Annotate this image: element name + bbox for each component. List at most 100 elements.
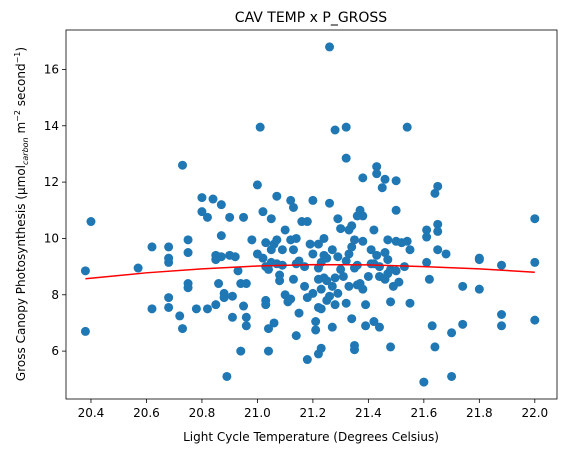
data-point [383,235,393,245]
data-point [291,233,301,243]
data-point [261,238,271,248]
data-point [302,217,312,227]
data-point [241,279,251,289]
data-point [258,253,268,263]
data-point [336,264,346,274]
data-point [133,263,143,273]
data-point [422,232,432,242]
data-point [330,125,340,135]
data-point [458,281,468,291]
data-point [430,342,440,352]
data-point [202,212,212,222]
data-point [391,176,401,186]
data-point [372,162,382,172]
data-point [358,211,368,221]
data-point [208,194,218,204]
data-point [361,300,371,310]
data-point [350,340,359,350]
data-point [372,250,382,260]
data-point [183,235,193,245]
data-point [178,324,188,334]
data-point [300,281,310,291]
data-point [402,122,412,132]
data-point [338,271,348,281]
data-point [272,191,282,201]
data-point [302,355,312,365]
y-axis-label-superscript-2: −1 [13,52,22,64]
data-point [227,312,237,322]
x-axis-label: Light Cycle Temperature (Degrees Celsius… [183,430,439,444]
data-point [147,304,157,314]
data-point [316,343,326,353]
data-point [225,212,235,222]
y-tick-label: 16 [44,62,59,76]
data-point [286,294,296,304]
data-point [374,322,384,332]
data-point [361,321,371,331]
data-point [308,249,318,259]
data-point [264,346,273,356]
data-point [369,225,379,235]
y-axis: 6 8 10 12 14 16 [44,62,66,358]
data-point [164,293,174,303]
data-point [266,214,276,224]
data-point [272,235,282,245]
data-point [391,205,401,215]
data-point [227,291,237,301]
data-point [216,231,226,241]
y-axis-label-units: m [14,122,28,138]
y-tick-label: 14 [44,119,59,133]
data-point [261,300,271,310]
data-point [394,277,404,287]
data-point [447,328,457,338]
data-point [222,371,232,381]
y-tick-label: 12 [44,175,59,189]
data-point [286,195,296,205]
y-axis-label-superscript-1: −2 [13,110,22,122]
chart-title: CAV TEMP x P_GROSS [235,10,388,26]
data-point [305,239,315,249]
trend-line [85,263,535,280]
data-point [433,226,443,236]
data-point [80,326,90,336]
data-point [497,260,507,270]
data-point [191,304,201,314]
data-point [530,257,540,267]
data-point [322,276,332,286]
data-point [422,225,432,235]
data-point [405,245,415,255]
data-point [322,253,332,263]
data-point [197,193,207,203]
data-point [325,198,335,208]
data-point [341,298,351,308]
data-point [316,304,326,314]
y-axis-label-time-unit: second [14,63,28,110]
data-point [255,122,265,132]
data-point [241,312,251,322]
data-point [202,304,212,314]
data-point [530,214,540,224]
data-point [405,298,415,308]
data-point [333,252,343,262]
data-point [211,300,221,310]
y-axis-label-close: ) [14,47,28,52]
data-point [424,274,434,284]
data-point [380,174,390,184]
data-point [236,346,246,356]
data-point [430,188,440,198]
data-point [358,173,368,183]
data-point [419,377,429,387]
data-point [327,322,337,332]
data-point [341,153,351,163]
data-point [333,288,343,298]
x-axis: 20.4 20.6 20.8 21.0 21.2 21.4 21.6 21.8 22.0 [78,399,548,420]
data-point [327,281,337,291]
data-point [327,245,337,255]
data-point [402,236,412,246]
data-point [308,195,318,205]
data-point [433,181,443,191]
data-point [433,245,443,255]
data-point [264,264,273,274]
data-point [216,252,226,262]
data-point [497,321,507,331]
